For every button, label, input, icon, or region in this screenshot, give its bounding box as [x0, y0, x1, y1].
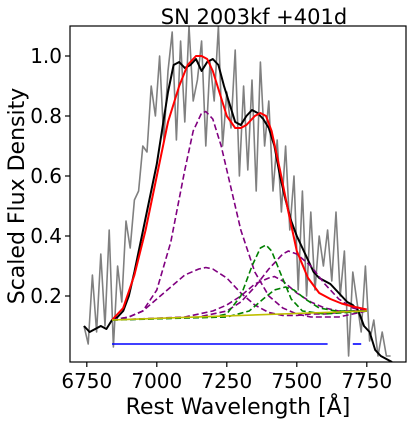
chart-title: SN 2003kf +401d — [161, 5, 347, 29]
series-layer — [83, 26, 393, 362]
raw-spectrum-line-0 — [83, 26, 391, 357]
x-tick-label-2: 7250 — [201, 369, 252, 393]
gaussian-component-line-2 — [111, 110, 367, 321]
y-axis-label: Scaled Flux Density — [5, 88, 30, 305]
total-fit-line-8 — [111, 55, 368, 321]
gaussian-component-line-5 — [111, 275, 367, 321]
y-tick-label-0: 0.2 — [30, 284, 62, 308]
x-axis-label: Rest Wavelength [Å] — [126, 393, 351, 420]
gaussian-component-line-7 — [111, 286, 367, 321]
plot-area-frame — [69, 25, 407, 363]
gaussian-component-line-4 — [111, 250, 367, 321]
y-tick-label-3: 0.8 — [30, 104, 62, 128]
gaussian-component-line-3 — [111, 266, 367, 321]
gaussian-component-line-6 — [111, 244, 367, 321]
continuum-line-9 — [111, 310, 367, 321]
x-tick-label-3: 7500 — [271, 369, 322, 393]
x-tick-label-4: 7750 — [341, 369, 392, 393]
y-tick-label-4: 1.0 — [30, 44, 62, 68]
ticks-layer: 6750 7000 7250 7500 7750 0.2 0.4 0.6 0.8 1.0 — [30, 44, 392, 393]
x-tick-label-0: 6750 — [61, 369, 112, 393]
y-tick-label-2: 0.6 — [30, 164, 62, 188]
y-tick-label-1: 0.4 — [30, 224, 62, 248]
x-tick-label-1: 7000 — [131, 369, 182, 393]
